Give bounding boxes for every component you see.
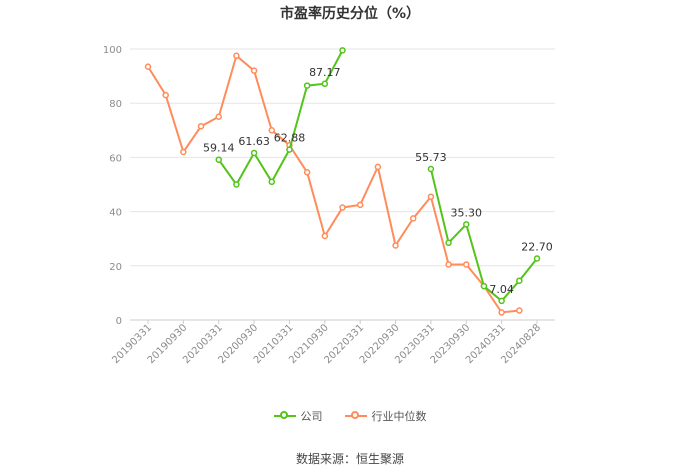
data-point-industry-median xyxy=(233,52,240,60)
data-point-company xyxy=(268,178,276,186)
data-label: 7.04 xyxy=(489,283,514,296)
legend-label-industry-median: 行业中位数 xyxy=(371,410,427,423)
data-point-industry-median xyxy=(427,193,435,200)
data-point-industry-median xyxy=(356,201,364,209)
data-label: 62.88 xyxy=(274,132,306,145)
gridlines xyxy=(130,48,555,321)
data-point-industry-median xyxy=(197,122,205,130)
data-label: 22.70 xyxy=(521,240,553,253)
data-point-company xyxy=(250,149,258,157)
data-point-company xyxy=(339,47,346,54)
chart-title: 市盈率历史分位（%） xyxy=(279,6,421,22)
data-point-industry-median xyxy=(498,309,505,316)
data-point-industry-median xyxy=(180,148,187,156)
source-note: 数据来源：恒生聚源 xyxy=(295,452,404,466)
data-point-company xyxy=(321,80,329,88)
data-point-industry-median xyxy=(445,261,452,268)
y-tick-label: 0 xyxy=(116,316,122,327)
y-axis: 0 20 40 60 80 100 xyxy=(103,45,122,327)
data-point-company xyxy=(480,282,488,290)
data-point-company xyxy=(233,181,240,188)
data-point-company xyxy=(498,297,505,305)
data-point-industry-median xyxy=(409,215,417,222)
data-label: 35.30 xyxy=(451,206,483,219)
data-point-company xyxy=(215,156,222,163)
data-point-industry-median xyxy=(374,163,382,171)
legend-item-industry-median[interactable]: 行业中位数 xyxy=(344,408,427,424)
y-tick-label: 100 xyxy=(103,45,122,56)
data-point-company xyxy=(303,82,311,89)
x-axis: 2019033120190930202003312020093020210331… xyxy=(110,319,555,366)
data-point-industry-median xyxy=(339,204,346,211)
legend-swatch-company xyxy=(273,410,296,422)
data-point-company xyxy=(427,165,435,173)
data-point-industry-median xyxy=(463,261,470,268)
data-point-company xyxy=(445,239,452,247)
y-tick-label: 60 xyxy=(109,153,122,164)
data-point-industry-median xyxy=(215,113,222,120)
y-tick-label: 20 xyxy=(109,262,122,273)
data-point-industry-median xyxy=(392,242,399,249)
data-point-industry-median xyxy=(303,169,311,176)
data-point-company xyxy=(533,255,541,262)
data-label: 59.14 xyxy=(203,142,235,155)
legend-swatch-industry-median xyxy=(344,410,367,422)
legend: 公司 行业中位数 xyxy=(0,408,700,424)
data-point-company xyxy=(516,277,523,284)
data-label: 87.17 xyxy=(309,66,341,79)
data-point-industry-median xyxy=(516,307,523,314)
series-line-industry-median xyxy=(147,54,520,314)
legend-item-company[interactable]: 公司 xyxy=(273,408,323,424)
series-layer xyxy=(144,47,541,316)
y-tick-label: 40 xyxy=(109,208,122,219)
data-label: 61.63 xyxy=(238,135,270,148)
data-label: 55.73 xyxy=(415,151,447,164)
data-point-industry-median xyxy=(268,127,276,134)
y-tick-label: 80 xyxy=(109,99,122,110)
data-point-industry-median xyxy=(162,91,169,99)
legend-label-company: 公司 xyxy=(300,410,323,423)
data-point-industry-median xyxy=(321,232,329,240)
data-point-industry-median xyxy=(250,67,258,74)
data-point-company xyxy=(286,146,293,153)
data-point-company xyxy=(463,221,470,228)
data-point-industry-median xyxy=(144,63,152,70)
